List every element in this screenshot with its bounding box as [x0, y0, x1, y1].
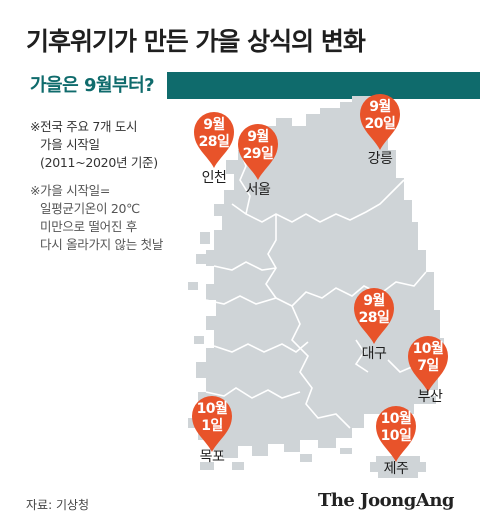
map-pin-mokpo[interactable]: 10월 1일 — [190, 394, 234, 454]
city-label-mokpo: 목포 — [199, 449, 225, 465]
province-borders — [205, 149, 439, 429]
definition-note-line: 다시 올라가지 않는 첫날 — [40, 237, 164, 252]
map-pin-icon — [238, 124, 278, 180]
map-pin-gangneung[interactable]: 9월 20일 — [358, 92, 402, 152]
pin-day: 28일 — [198, 134, 230, 150]
map-pin-icon — [360, 94, 400, 150]
pin-month: 9월 — [369, 99, 391, 115]
map-pin-busan[interactable]: 10월 7일 — [406, 334, 450, 394]
source-note: 자료: 기상청 — [26, 498, 90, 512]
page-title: 기후위기가 만든 가을 상식의 변화 — [26, 27, 366, 56]
map-pin-incheon[interactable]: 9월 28일 — [192, 110, 236, 170]
pin-month: 9월 — [247, 129, 269, 145]
map-pin-daegu[interactable]: 9월 28일 — [352, 286, 396, 346]
scope-note-line: (2011~2020년 기준) — [40, 155, 158, 170]
definition-note-line: 미만으로 떨어진 후 — [40, 219, 137, 234]
city-label-daegu: 대구 — [361, 346, 387, 362]
map-pin-icon — [408, 336, 448, 392]
map-pin-icon — [192, 396, 232, 452]
pin-month: 10월 — [196, 401, 228, 417]
city-label-seoul: 서울 — [245, 182, 271, 198]
pin-month: 9월 — [203, 117, 225, 133]
pin-day: 7일 — [417, 358, 439, 374]
scope-note-line: ※전국 주요 7개 도시 — [30, 119, 138, 134]
map-pin-icon — [354, 288, 394, 344]
pin-day: 20일 — [364, 116, 396, 132]
subtitle-label: 가을은 9월부터? — [30, 75, 155, 96]
definition-note-line: ※가을 시작일= — [30, 183, 111, 198]
mainland-land — [188, 96, 444, 470]
scope-note-line: 가을 시작일 — [40, 137, 100, 152]
pin-day: 28일 — [358, 310, 390, 326]
city-label-incheon: 인천 — [201, 170, 227, 186]
pin-month: 10월 — [380, 411, 412, 427]
map-pin-icon — [194, 112, 234, 168]
pin-day: 29일 — [242, 146, 274, 162]
scope-note: ※전국 주요 7개 도시 가을 시작일 (2011~2020년 기준) — [30, 118, 158, 172]
map-pin-jeju[interactable]: 10월 10일 — [374, 404, 418, 464]
brand-logo: The JoongAng — [317, 490, 455, 511]
map-pin-seoul[interactable]: 9월 29일 — [236, 122, 280, 182]
definition-note-line: 일평균기온이 20℃ — [40, 201, 140, 216]
definition-note: ※가을 시작일= 일평균기온이 20℃ 미만으로 떨어진 후 다시 올라가지 않… — [30, 182, 163, 254]
subtitle-label-bg — [22, 72, 167, 99]
jeju-land — [370, 456, 426, 478]
pin-day: 1일 — [201, 418, 223, 434]
pin-month: 9월 — [363, 293, 385, 309]
city-label-busan: 부산 — [417, 389, 443, 405]
city-label-jeju: 제주 — [383, 461, 409, 477]
pin-month: 10월 — [412, 341, 444, 357]
city-label-gangneung: 강릉 — [367, 151, 393, 167]
map-pin-icon — [376, 406, 416, 462]
pin-day: 10일 — [380, 428, 412, 444]
